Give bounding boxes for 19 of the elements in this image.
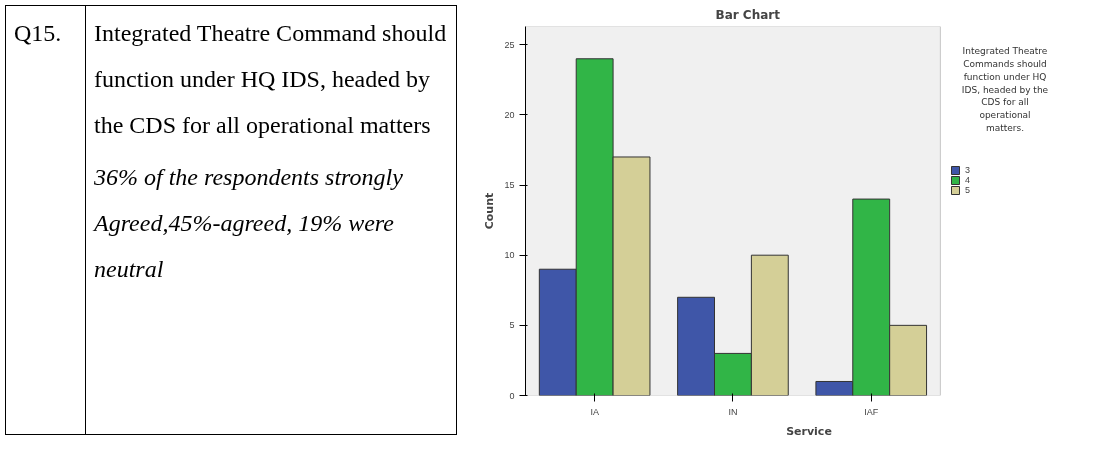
legend-title: Integrated Theatre Commands should function under HQ IDS, headed by the CDS for all operational matters. — [960, 45, 1050, 135]
y-tick-label: 0 — [509, 390, 515, 401]
y-tick-label: 15 — [504, 180, 515, 191]
chart-title: Bar Chart — [715, 7, 781, 22]
legend-label: 3 — [965, 165, 971, 175]
legend-label: 5 — [965, 185, 971, 195]
legend-label: 4 — [965, 175, 971, 185]
text: Q15. — [6, 6, 86, 434]
y-tick-label: 5 — [509, 320, 515, 331]
text: 36% of the respondents strongly Agreed,45%-agreed, 19% were neutral — [94, 163, 404, 284]
y-tick-label: 10 — [504, 250, 515, 261]
x-tick-label: IN — [728, 406, 738, 417]
x-tick-label: IA — [590, 406, 599, 417]
x-axis-title: Service — [786, 424, 832, 438]
y-axis-title: Count — [483, 192, 497, 230]
x-tick-label: IAF — [864, 406, 879, 417]
y-tick-label: 25 — [504, 39, 515, 50]
text: Integrated Theatre Command should function under HQ IDS, headed by the CDS for all operational matters — [94, 19, 448, 140]
y-tick-label: 20 — [504, 109, 515, 120]
